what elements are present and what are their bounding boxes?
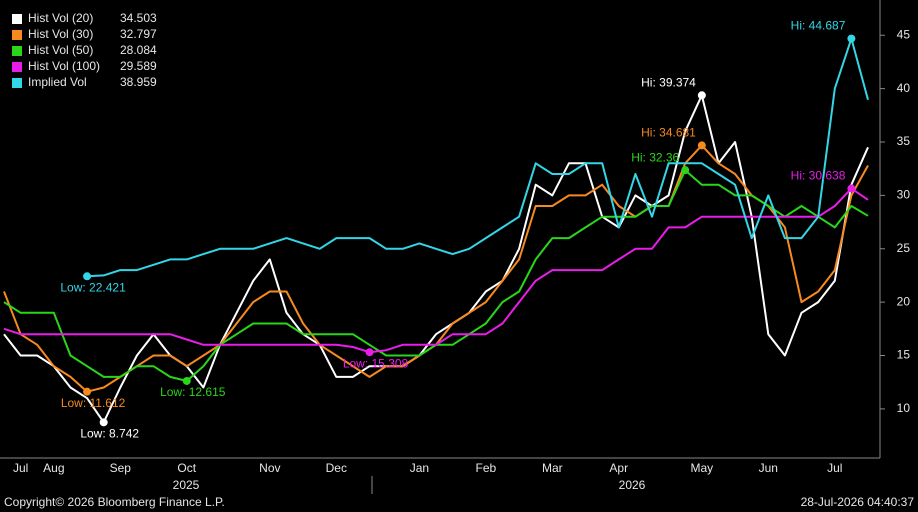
legend-value: 28.084 [120,43,157,57]
legend-value: 34.503 [120,11,157,25]
extreme-marker [681,166,690,175]
x-tick-label: Apr [609,461,628,475]
value-label: Hi: 30.638 [791,169,846,183]
y-tick-label: 10 [897,401,911,415]
x-tick-label: Aug [43,461,64,475]
year-label: 2026 [619,478,646,492]
x-tick-label: Jul [827,461,842,475]
extreme-marker [365,348,374,357]
legend-swatch [12,78,22,88]
extreme-marker [847,184,856,193]
series-line [3,94,869,424]
value-label: Low: 11.612 [61,396,126,410]
legend-label: Hist Vol (30) [28,27,93,41]
x-tick-label: Jun [759,461,778,475]
y-tick-label: 45 [897,27,911,41]
extreme-marker [99,418,108,427]
y-tick-label: 25 [897,241,911,255]
extreme-marker [182,376,191,385]
x-tick-label: Dec [326,461,347,475]
value-label: Low: 15.308 [343,356,409,370]
value-label: Hi: 34.681 [641,126,696,140]
extreme-marker [83,272,92,281]
x-tick-label: Jan [410,461,429,475]
legend-label: Hist Vol (50) [28,43,93,57]
year-label: 2025 [173,478,200,492]
extreme-marker [83,387,92,396]
extreme-marker [847,34,856,43]
legend-label: Hist Vol (20) [28,11,93,25]
x-tick-label: Feb [476,461,497,475]
value-label: Low: 12.615 [160,385,226,399]
y-tick-label: 40 [897,81,911,95]
y-tick-label: 35 [897,134,911,148]
value-label: Hi: 44.687 [791,19,846,33]
legend-value: 38.959 [120,75,157,89]
legend-value: 32.797 [120,27,157,41]
extreme-marker [697,91,706,100]
series-line [87,37,869,278]
legend-label: Implied Vol [28,75,87,89]
timestamp: 28-Jul-2026 04:40:37 [801,495,915,509]
legend-label: Hist Vol (100) [28,59,100,73]
x-tick-label: Nov [259,461,280,475]
x-tick-label: Jul [13,461,28,475]
x-tick-label: Sep [110,461,132,475]
legend-swatch [12,46,22,56]
legend-swatch [12,14,22,24]
value-label: Low: 8.742 [80,426,139,440]
legend-swatch [12,30,22,40]
x-tick-label: May [691,461,714,475]
y-tick-label: 30 [897,188,911,202]
series-line [3,187,869,354]
x-tick-label: Mar [542,461,563,475]
value-label: Hi: 32.36 [631,150,679,164]
value-label: Hi: 39.374 [641,75,696,89]
copyright: Copyright© 2026 Bloomberg Finance L.P. [4,495,225,509]
legend-swatch [12,62,22,72]
value-label: Low: 22.421 [60,280,126,294]
x-tick-label: Oct [177,461,196,475]
legend-value: 29.589 [120,59,157,73]
y-tick-label: 20 [897,294,911,308]
extreme-marker [697,141,706,150]
y-tick-label: 15 [897,348,911,362]
